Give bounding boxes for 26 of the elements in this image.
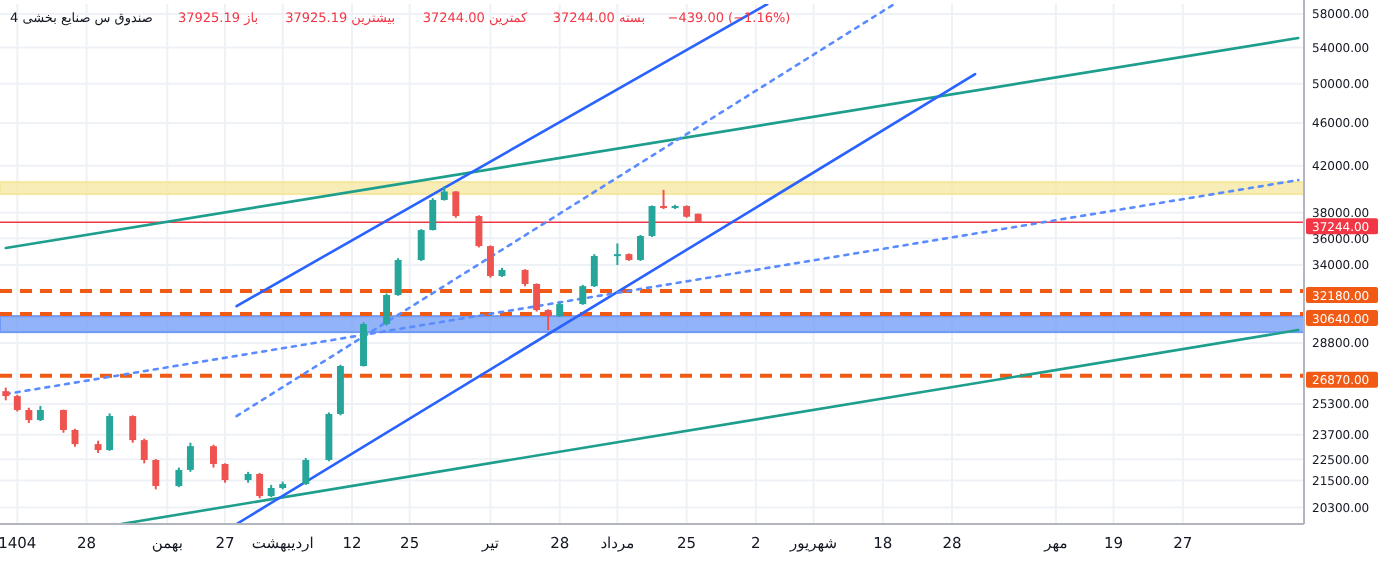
candlestick: [637, 233, 644, 262]
candlestick: [152, 458, 160, 491]
candlestick: [544, 308, 552, 332]
candlestick: [660, 188, 667, 211]
candlestick: [417, 228, 425, 262]
candlestick: [129, 414, 137, 444]
candlestick: [613, 242, 621, 267]
candlestick: [383, 292, 391, 327]
candlestick: [325, 411, 333, 463]
candlestick: [186, 441, 194, 473]
candlestick: [475, 214, 483, 249]
candlestick: [175, 466, 183, 489]
candlestick: [533, 282, 541, 313]
candlestick: [452, 190, 460, 219]
candlestick: [210, 443, 217, 469]
candlestick: [429, 197, 437, 232]
candlestick: [579, 283, 587, 306]
candlestick: [256, 471, 264, 500]
candlestick: [394, 257, 402, 297]
candlestick: [106, 412, 114, 452]
candlestick: [590, 253, 598, 289]
candlestick: [486, 244, 494, 279]
candlestick: [336, 363, 344, 417]
candlestick: [302, 457, 310, 486]
candlestick: [140, 437, 148, 465]
candlestick: [360, 321, 367, 368]
